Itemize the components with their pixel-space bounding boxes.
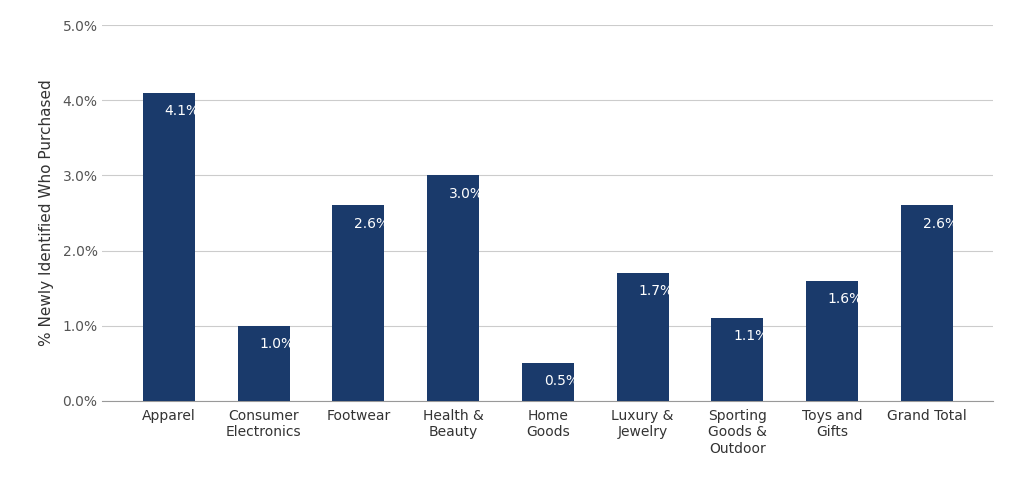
Text: 3.0%: 3.0%	[449, 187, 484, 200]
Y-axis label: % Newly Identified Who Purchased: % Newly Identified Who Purchased	[39, 80, 54, 346]
Bar	[522, 363, 573, 401]
Text: 4.1%: 4.1%	[165, 104, 200, 118]
Text: 2.6%: 2.6%	[354, 217, 389, 230]
Bar	[143, 93, 195, 401]
Bar	[616, 273, 669, 401]
Text: 1.1%: 1.1%	[733, 330, 768, 343]
Bar	[427, 175, 479, 401]
Text: 0.5%: 0.5%	[544, 375, 579, 388]
Bar	[901, 205, 952, 401]
Text: 1.7%: 1.7%	[638, 285, 674, 298]
Text: 1.6%: 1.6%	[827, 292, 863, 306]
Bar	[333, 205, 384, 401]
Text: 1.0%: 1.0%	[259, 337, 295, 351]
Bar	[238, 326, 290, 401]
Bar	[806, 281, 858, 401]
Text: 2.6%: 2.6%	[923, 217, 957, 230]
Bar	[712, 318, 763, 401]
